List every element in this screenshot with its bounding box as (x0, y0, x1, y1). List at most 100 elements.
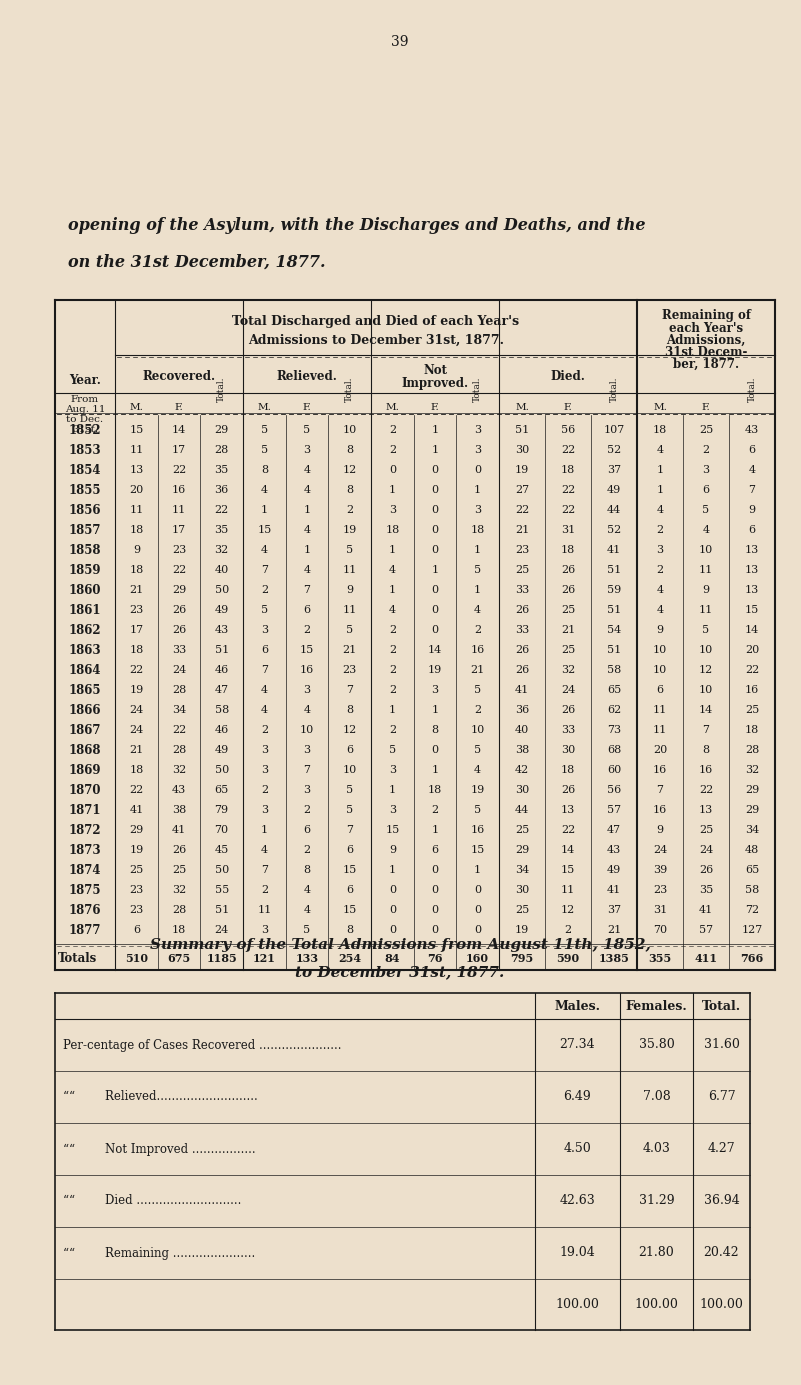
Text: 1863: 1863 (69, 644, 101, 656)
Text: 60: 60 (607, 765, 621, 776)
Text: 48: 48 (745, 845, 759, 855)
Text: 38: 38 (515, 745, 529, 755)
Text: 3: 3 (261, 765, 268, 776)
Text: 1: 1 (261, 506, 268, 515)
Text: Admissions to December 31st, 1877.: Admissions to December 31st, 1877. (248, 334, 504, 346)
Text: 18: 18 (129, 645, 143, 655)
Text: 5: 5 (388, 745, 396, 755)
Text: 30: 30 (515, 785, 529, 795)
Text: 24: 24 (699, 845, 713, 855)
Text: 1853: 1853 (69, 443, 101, 457)
Text: 100.00: 100.00 (556, 1299, 599, 1312)
Text: 11: 11 (653, 724, 667, 735)
Text: Totals: Totals (58, 951, 97, 964)
Text: 18: 18 (653, 425, 667, 435)
Text: 65: 65 (215, 785, 229, 795)
Text: 9: 9 (748, 506, 755, 515)
Text: 22: 22 (172, 465, 186, 475)
Text: 3: 3 (261, 805, 268, 814)
Text: 7: 7 (304, 765, 311, 776)
Text: 1873: 1873 (69, 843, 101, 856)
Text: 30: 30 (561, 745, 575, 755)
Text: 3: 3 (261, 625, 268, 634)
Text: 21: 21 (561, 625, 575, 634)
Text: 2: 2 (388, 686, 396, 695)
Text: 17: 17 (172, 445, 186, 456)
Text: 0: 0 (432, 525, 439, 535)
Text: 65: 65 (607, 686, 621, 695)
Text: 25: 25 (745, 705, 759, 715)
Text: 8: 8 (346, 485, 353, 494)
Text: 23: 23 (343, 665, 356, 674)
Text: 795: 795 (510, 953, 533, 964)
Text: 23: 23 (653, 885, 667, 895)
Text: 21: 21 (343, 645, 356, 655)
Text: 1877: 1877 (69, 924, 101, 936)
Text: 44: 44 (515, 805, 529, 814)
Text: Aug. 11: Aug. 11 (65, 406, 105, 414)
Text: 8: 8 (432, 724, 439, 735)
Text: 1867: 1867 (69, 723, 101, 737)
Text: 11: 11 (343, 565, 356, 575)
Text: 24: 24 (215, 925, 229, 935)
Text: 22: 22 (699, 785, 713, 795)
Text: 12: 12 (699, 665, 713, 674)
Text: 21: 21 (607, 925, 621, 935)
Text: Relieved.: Relieved. (276, 371, 337, 384)
Text: 49: 49 (607, 866, 621, 875)
Text: 17: 17 (129, 625, 143, 634)
Text: 19: 19 (343, 525, 356, 535)
Text: 33: 33 (561, 724, 575, 735)
Text: 4: 4 (304, 525, 311, 535)
Text: 3: 3 (304, 445, 311, 456)
Text: 23: 23 (129, 904, 143, 915)
Text: 18: 18 (172, 925, 186, 935)
Text: 1859: 1859 (69, 564, 101, 576)
Text: 4: 4 (304, 565, 311, 575)
Text: 29: 29 (745, 785, 759, 795)
Text: 3: 3 (657, 546, 663, 555)
Text: 35: 35 (215, 465, 229, 475)
Text: 5: 5 (304, 425, 311, 435)
Text: 4: 4 (474, 765, 481, 776)
Text: 72: 72 (745, 904, 759, 915)
Text: 1185: 1185 (207, 953, 237, 964)
Text: 15: 15 (561, 866, 575, 875)
Text: 30: 30 (515, 445, 529, 456)
Text: 1862: 1862 (69, 623, 101, 637)
Text: 2: 2 (304, 625, 311, 634)
Text: 107: 107 (603, 425, 625, 435)
Text: 50: 50 (215, 765, 229, 776)
Text: 6: 6 (748, 445, 755, 456)
Text: 24: 24 (129, 724, 143, 735)
Text: ““        Relieved...........................: ““ Relieved........................... (63, 1090, 258, 1104)
Text: 1: 1 (657, 485, 663, 494)
Text: 4: 4 (657, 506, 663, 515)
Text: 0: 0 (388, 885, 396, 895)
Text: 18: 18 (428, 785, 442, 795)
Text: 46: 46 (215, 724, 229, 735)
Text: 32: 32 (172, 885, 186, 895)
Text: 20: 20 (745, 645, 759, 655)
Text: 26: 26 (699, 866, 713, 875)
Text: 76: 76 (427, 953, 443, 964)
Text: 7: 7 (346, 825, 353, 835)
Text: 34: 34 (172, 705, 186, 715)
Text: 43: 43 (745, 425, 759, 435)
Text: 25: 25 (172, 866, 186, 875)
Text: 21: 21 (515, 525, 529, 535)
Text: 7: 7 (657, 785, 663, 795)
Text: 2: 2 (432, 805, 439, 814)
Text: 0: 0 (432, 625, 439, 634)
Text: ““        Not Improved .................: ““ Not Improved ................. (63, 1143, 256, 1155)
Text: 24: 24 (172, 665, 186, 674)
Text: 19: 19 (428, 665, 442, 674)
Text: 31: 31 (561, 525, 575, 535)
Text: 16: 16 (699, 765, 713, 776)
Text: 22: 22 (745, 665, 759, 674)
Text: 0: 0 (388, 465, 396, 475)
Text: 65: 65 (745, 866, 759, 875)
Text: 47: 47 (607, 825, 621, 835)
Text: 15: 15 (129, 425, 143, 435)
Text: 18: 18 (129, 525, 143, 535)
